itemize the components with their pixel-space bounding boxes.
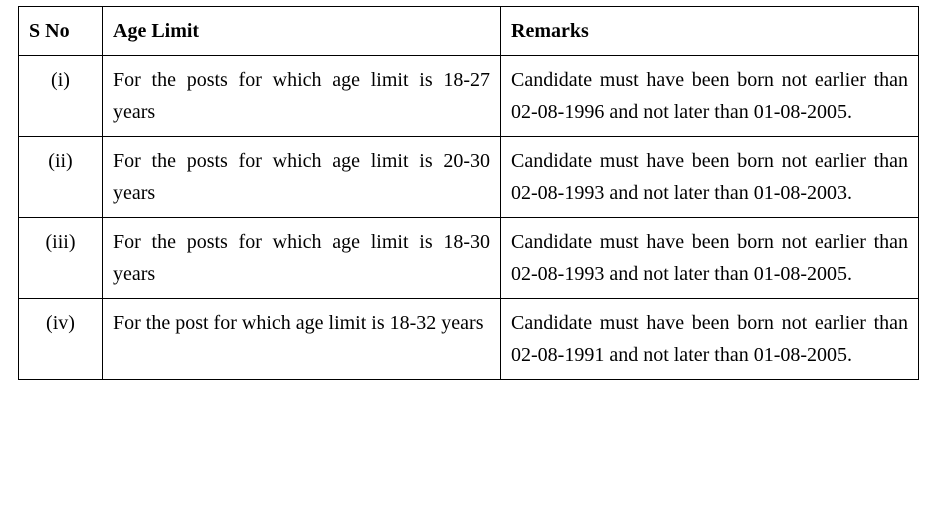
cell-remarks: Candidate must have been born not earlie… (501, 299, 919, 380)
cell-sno: (ii) (19, 137, 103, 218)
table-row: (iii) For the posts for which age limit … (19, 218, 919, 299)
cell-age: For the posts for which age limit is 18-… (103, 218, 501, 299)
table-row: (iv) For the post for which age limit is… (19, 299, 919, 380)
col-header-sno: S No (19, 7, 103, 56)
cell-sno: (iii) (19, 218, 103, 299)
table-header: S No Age Limit Remarks (19, 7, 919, 56)
cell-sno: (i) (19, 56, 103, 137)
cell-remarks: Candidate must have been born not earlie… (501, 56, 919, 137)
table-row: (i) For the posts for which age limit is… (19, 56, 919, 137)
col-header-remarks: Remarks (501, 7, 919, 56)
col-header-age: Age Limit (103, 7, 501, 56)
cell-remarks: Candidate must have been born not earlie… (501, 218, 919, 299)
table-body: (i) For the posts for which age limit is… (19, 56, 919, 380)
cell-age: For the post for which age limit is 18-3… (103, 299, 501, 380)
cell-age: For the posts for which age limit is 20-… (103, 137, 501, 218)
table-header-row: S No Age Limit Remarks (19, 7, 919, 56)
table-row: (ii) For the posts for which age limit i… (19, 137, 919, 218)
cell-remarks: Candidate must have been born not earlie… (501, 137, 919, 218)
cell-age: For the posts for which age limit is 18-… (103, 56, 501, 137)
cell-sno: (iv) (19, 299, 103, 380)
age-limit-table: S No Age Limit Remarks (i) For the posts… (18, 6, 919, 380)
